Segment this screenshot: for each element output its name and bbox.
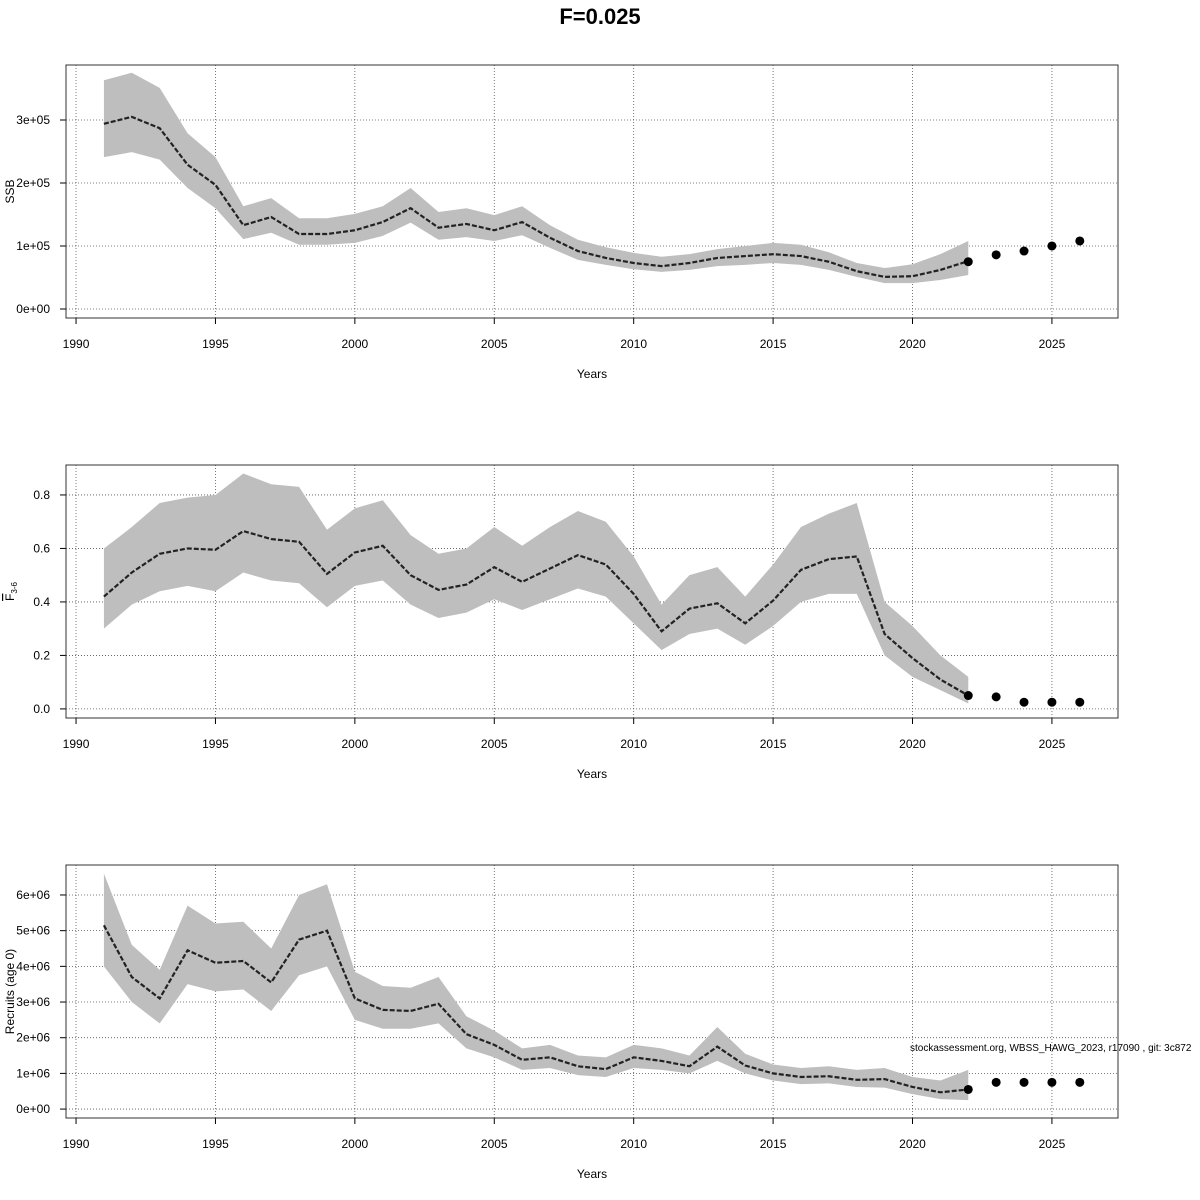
x-axis-label: Years bbox=[577, 767, 607, 781]
x-tick-label: 1990 bbox=[63, 1137, 90, 1151]
x-tick-label: 1995 bbox=[202, 737, 229, 751]
estimate-line bbox=[103, 115, 969, 278]
forecast-point bbox=[1075, 697, 1085, 707]
y-axis-label: Recruits (age 0) bbox=[3, 949, 17, 1034]
y-axis-label: F3-6 bbox=[3, 581, 19, 600]
forecast-point bbox=[963, 257, 973, 267]
plot-frame bbox=[65, 464, 1119, 719]
y-tick-label: 0.8 bbox=[33, 488, 50, 502]
y-axis-label-main: SSB bbox=[3, 179, 17, 203]
x-tick-label: 2015 bbox=[760, 337, 787, 351]
forecast-point bbox=[1047, 697, 1057, 707]
y-tick-label: 2e+06 bbox=[16, 1031, 50, 1045]
y-tick-label: 5e+06 bbox=[16, 924, 50, 938]
x-tick-label: 2025 bbox=[1039, 1137, 1066, 1151]
x-tick-label: 2005 bbox=[481, 1137, 508, 1151]
forecast-point bbox=[963, 691, 973, 701]
forecast-point bbox=[991, 250, 1001, 260]
x-tick-label: 2005 bbox=[481, 337, 508, 351]
forecast-point bbox=[1019, 697, 1029, 707]
forecast-point bbox=[1047, 1077, 1057, 1087]
x-tick-label: 1990 bbox=[63, 737, 90, 751]
y-axis-label-main: Recruits (age 0) bbox=[3, 949, 17, 1034]
x-tick-label: 1995 bbox=[202, 1137, 229, 1151]
forecast-point bbox=[1047, 241, 1057, 251]
forecast-point bbox=[1019, 246, 1029, 256]
x-tick-label: 2000 bbox=[342, 1137, 369, 1151]
y-axis-label-main: F bbox=[3, 594, 17, 601]
estimate-line bbox=[103, 529, 969, 697]
x-axis-label: Years bbox=[577, 367, 607, 381]
panel: 1990 1995 2000 2005 2010 2015 2020 2025 0.0 0.2 0.… bbox=[3, 464, 1119, 781]
x-tick-label: 2025 bbox=[1039, 337, 1066, 351]
y-tick-label: 0.0 bbox=[33, 702, 50, 716]
forecast-point bbox=[1075, 1077, 1085, 1087]
y-tick-label: 0.4 bbox=[33, 595, 50, 609]
confidence-band bbox=[103, 473, 969, 704]
x-tick-label: 2020 bbox=[899, 337, 926, 351]
footnote: stockassessment.org, WBSS_HAWG_2023, r17… bbox=[910, 1043, 1192, 1054]
x-tick-label: 2020 bbox=[899, 737, 926, 751]
plot-frame bbox=[65, 864, 1119, 1119]
y-tick-label: 0e+00 bbox=[16, 1102, 50, 1116]
y-tick-label: 0e+00 bbox=[16, 302, 50, 316]
x-tick-label: 2000 bbox=[342, 337, 369, 351]
y-tick-label: 0.6 bbox=[33, 541, 50, 555]
y-tick-label: 3e+05 bbox=[16, 113, 50, 127]
y-axis-label: SSB bbox=[3, 179, 17, 203]
x-tick-label: 2010 bbox=[620, 737, 647, 751]
x-tick-label: 2025 bbox=[1039, 737, 1066, 751]
y-tick-label: 2e+05 bbox=[16, 176, 50, 190]
x-tick-label: 2010 bbox=[620, 337, 647, 351]
y-tick-label: 0.2 bbox=[33, 648, 50, 662]
y-tick-label: 4e+06 bbox=[16, 959, 50, 973]
panel: 1990 1995 2000 2005 2010 2015 2020 2025 0e+00 1e+… bbox=[3, 864, 1119, 1181]
x-axis-label: Years bbox=[577, 1167, 607, 1181]
y-axis-label-subscript: 3-6 bbox=[10, 581, 19, 593]
confidence-band bbox=[103, 873, 969, 1101]
x-tick-label: 2020 bbox=[899, 1137, 926, 1151]
x-tick-label: 2015 bbox=[760, 737, 787, 751]
x-tick-label: 2005 bbox=[481, 737, 508, 751]
x-tick-label: 1990 bbox=[63, 337, 90, 351]
estimate-line bbox=[102, 924, 969, 1094]
plot-frame bbox=[65, 64, 1119, 319]
forecast-point bbox=[1019, 1077, 1029, 1087]
forecast-point bbox=[991, 692, 1001, 702]
x-tick-label: 1995 bbox=[202, 337, 229, 351]
x-tick-label: 2010 bbox=[620, 1137, 647, 1151]
y-tick-label: 6e+06 bbox=[16, 888, 50, 902]
forecast-point bbox=[963, 1084, 973, 1094]
panel: 1990 1995 2000 2005 2010 2015 2020 2025 0e+00 1e+… bbox=[3, 64, 1119, 381]
x-tick-label: 2000 bbox=[342, 737, 369, 751]
forecast-point bbox=[1075, 236, 1085, 246]
y-tick-label: 3e+06 bbox=[16, 995, 50, 1009]
y-tick-label: 1e+06 bbox=[16, 1066, 50, 1080]
forecast-point bbox=[991, 1077, 1001, 1087]
y-tick-label: 1e+05 bbox=[16, 239, 50, 253]
figure-title: F=0.025 bbox=[559, 4, 640, 29]
confidence-band bbox=[103, 72, 969, 284]
x-tick-label: 2015 bbox=[760, 1137, 787, 1151]
